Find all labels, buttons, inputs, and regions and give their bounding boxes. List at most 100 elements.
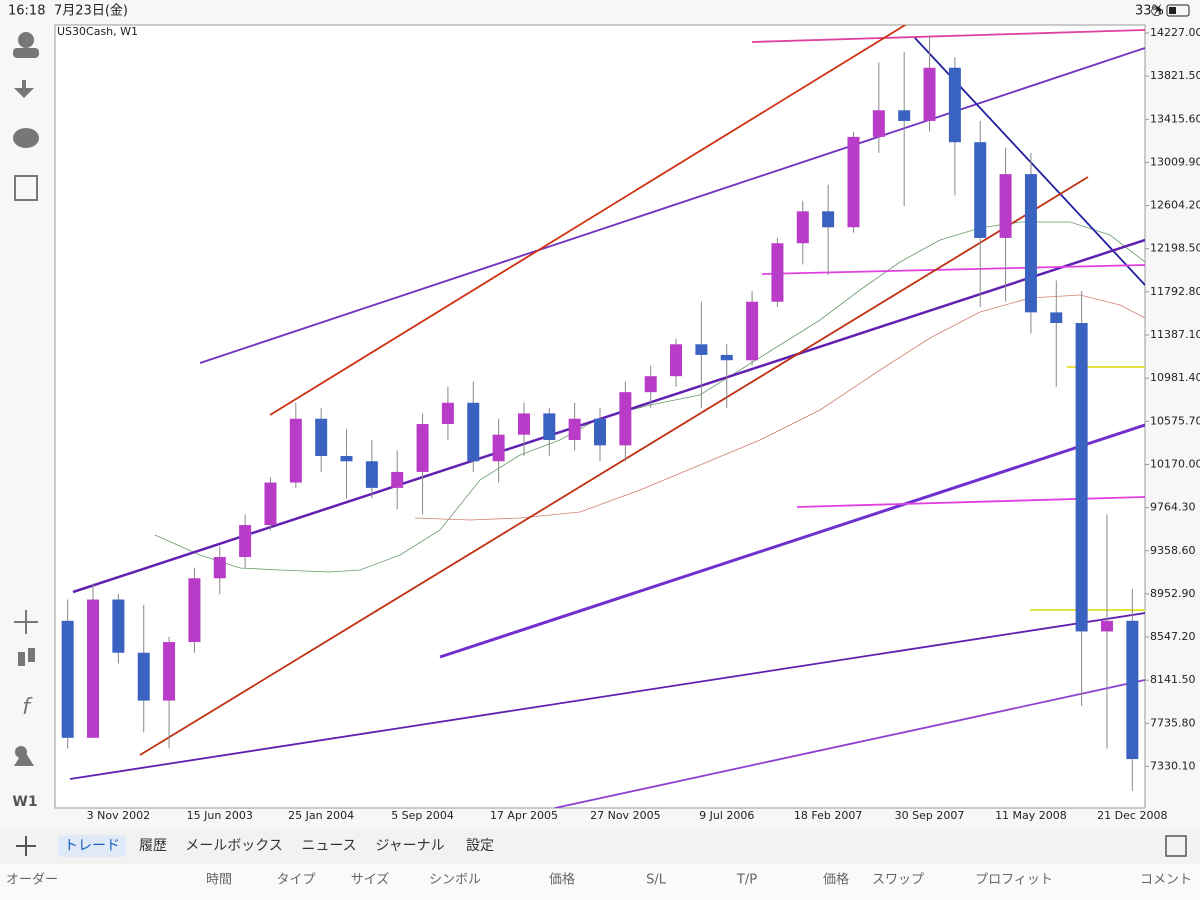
- candle-body: [543, 413, 556, 441]
- new-chart-icon[interactable]: [14, 175, 38, 201]
- column-header: 価格: [549, 872, 575, 888]
- candle-body: [1126, 620, 1139, 760]
- candle-body: [619, 392, 632, 446]
- candle-body: [948, 67, 961, 143]
- tab[interactable]: 設定: [466, 838, 494, 854]
- candle-body: [365, 461, 378, 488]
- status-time: 16:18: [8, 4, 45, 19]
- y-tick-label: 8952.90: [1150, 587, 1196, 600]
- candle-body: [163, 642, 176, 701]
- y-tick-label: 10170.00: [1150, 457, 1200, 470]
- tab-bar: [0, 828, 1200, 864]
- candle-body: [720, 354, 733, 361]
- x-tick-label: 11 May 2008: [995, 809, 1067, 822]
- trendline: [139, 176, 1089, 756]
- add-button[interactable]: [16, 836, 36, 856]
- x-tick-label: 25 Jan 2004: [288, 809, 354, 822]
- chart-type-icon-2[interactable]: [28, 648, 35, 662]
- candle-body: [999, 174, 1012, 238]
- chart-type-icon[interactable]: [18, 652, 25, 666]
- column-header: オーダー: [6, 873, 58, 888]
- y-tick-label: 13821.50: [1150, 69, 1200, 82]
- tab[interactable]: トレード: [64, 838, 120, 854]
- x-tick-label: 3 Nov 2002: [87, 809, 150, 822]
- x-tick-label: 30 Sep 2007: [895, 809, 965, 822]
- layout-button[interactable]: [1165, 835, 1187, 857]
- trendline: [439, 423, 1145, 659]
- candle-body: [568, 418, 581, 441]
- candle-body: [746, 301, 759, 361]
- candle-body: [264, 482, 277, 526]
- trendline: [554, 679, 1145, 808]
- candle-body: [822, 211, 835, 228]
- battery-icon: [1166, 4, 1190, 17]
- chat-icon[interactable]: [13, 128, 39, 148]
- tab[interactable]: ジャーナル: [375, 838, 444, 854]
- trade-icon[interactable]: [14, 80, 34, 98]
- column-header: シンボル: [429, 873, 481, 888]
- trendline: [761, 264, 1145, 275]
- column-header: コメント: [1140, 873, 1192, 888]
- y-tick-label: 14227.00: [1150, 26, 1200, 39]
- candle-body: [239, 525, 252, 557]
- trendline: [69, 612, 1145, 780]
- x-tick-label: 17 Apr 2005: [490, 809, 558, 822]
- objects-icon[interactable]: [14, 750, 34, 766]
- account-icon-body[interactable]: [13, 48, 39, 58]
- candle-body: [974, 142, 987, 238]
- candle-body: [594, 418, 606, 446]
- candle-body: [898, 110, 911, 121]
- column-header: 価格: [823, 872, 849, 888]
- y-tick-label: 11792.80: [1150, 285, 1200, 298]
- x-tick-label: 15 Jun 2003: [187, 809, 253, 822]
- y-tick-label: 9358.60: [1150, 544, 1196, 557]
- candle-body: [213, 556, 226, 579]
- objects-icon-circle[interactable]: [15, 746, 27, 758]
- tab[interactable]: メールボックス: [185, 838, 283, 854]
- tab-selected: [58, 835, 126, 857]
- y-tick-label: 8547.20: [1150, 630, 1196, 643]
- x-tick-label: 27 Nov 2005: [590, 809, 660, 822]
- candle-body: [137, 652, 150, 701]
- y-tick-label: 12198.50: [1150, 242, 1200, 255]
- y-tick-label: 9764.30: [1150, 501, 1196, 514]
- candle-body: [289, 418, 302, 483]
- candle-body: [796, 211, 809, 244]
- candle-body: [670, 344, 683, 377]
- candle-body: [441, 402, 454, 425]
- column-header: スワップ: [872, 873, 924, 888]
- column-header: プロフィット: [975, 873, 1053, 888]
- indicator-icon[interactable]: f: [22, 695, 33, 720]
- tab[interactable]: ニュース: [301, 838, 356, 854]
- tab[interactable]: 履歴: [139, 838, 167, 854]
- candle-body: [87, 599, 100, 738]
- battery-level: [1169, 7, 1176, 14]
- candle-body: [644, 376, 657, 393]
- crosshair-icon[interactable]: [14, 610, 38, 634]
- status-icons: ◔: [1151, 4, 1162, 19]
- column-header: サイズ: [351, 872, 390, 888]
- y-tick-label: 13009.90: [1150, 155, 1200, 168]
- candle-body: [492, 434, 505, 462]
- timeframe-button[interactable]: W1: [12, 794, 37, 810]
- candle-body: [771, 243, 784, 302]
- candle-body: [61, 620, 74, 738]
- candle-body: [1024, 174, 1037, 313]
- candle-body: [391, 471, 404, 488]
- y-tick-label: 12604.20: [1150, 199, 1200, 212]
- y-tick-label: 10575.70: [1150, 414, 1200, 427]
- account-icon[interactable]: [18, 32, 34, 48]
- column-header: 時間: [206, 873, 232, 888]
- candle-body: [872, 110, 885, 137]
- moving-average: [414, 294, 1145, 521]
- y-tick-label: 8141.50: [1150, 673, 1196, 686]
- column-header: T/P: [736, 873, 757, 888]
- trendline: [269, 25, 907, 416]
- y-tick-label: 10981.40: [1150, 371, 1200, 384]
- trendlines: [69, 25, 1145, 808]
- x-tick-label: 5 Sep 2004: [391, 809, 454, 822]
- status-date: 7月23日(金): [54, 4, 128, 19]
- candle-body: [340, 455, 353, 462]
- candle-body: [695, 344, 708, 355]
